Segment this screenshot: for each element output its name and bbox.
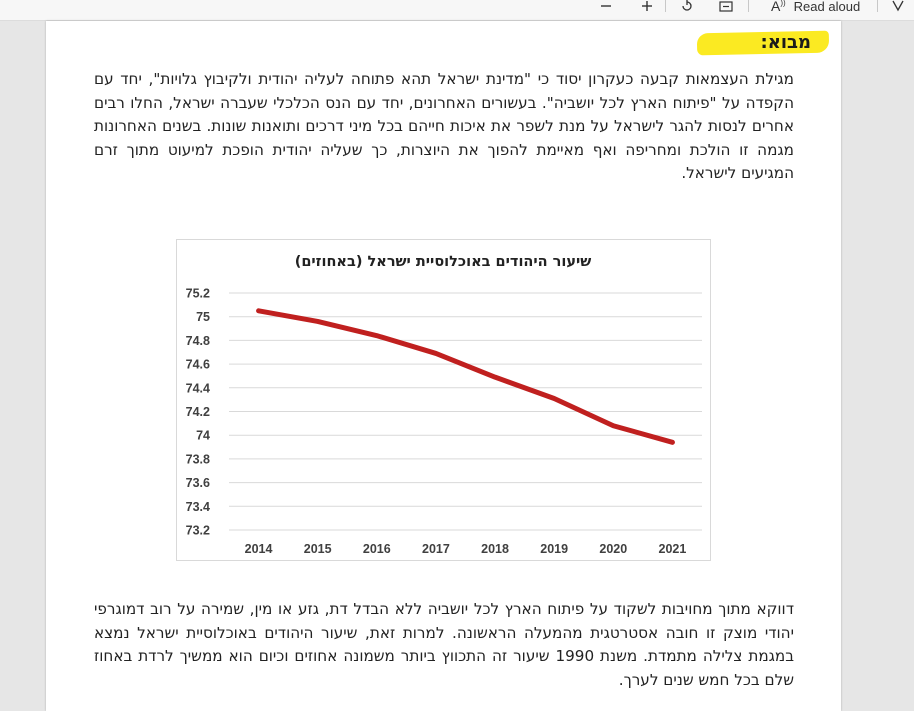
draw-icon <box>891 0 905 14</box>
y-tick-label: 73.2 <box>186 524 210 538</box>
heading-text: מבוא: <box>761 32 811 53</box>
x-tick-label: 2015 <box>304 542 332 556</box>
x-tick-label: 2017 <box>422 542 450 556</box>
viewer-toolbar: A)) Read aloud <box>0 0 914 21</box>
toolbar-separator <box>877 0 878 12</box>
section-heading: מבוא: <box>697 29 829 59</box>
x-tick-label: 2019 <box>540 542 568 556</box>
draw-button[interactable] <box>891 0 905 16</box>
series-line <box>259 311 673 443</box>
x-tick-label: 2020 <box>599 542 627 556</box>
read-aloud-label: Read aloud <box>794 0 861 14</box>
y-tick-label: 73.6 <box>186 476 210 490</box>
y-tick-label: 75 <box>196 310 210 324</box>
document-page: מבוא: מגילת העצמאות קבעה כעקרון יסוד כי … <box>46 21 841 711</box>
toolbar-separator <box>748 0 749 12</box>
y-tick-label: 73.4 <box>186 500 210 514</box>
zoom-in-button[interactable] <box>639 0 655 16</box>
x-tick-label: 2016 <box>363 542 391 556</box>
y-tick-label: 75.2 <box>186 287 210 301</box>
zoom-out-button[interactable] <box>598 0 614 16</box>
minus-icon <box>598 0 614 14</box>
toolbar-separator <box>665 0 666 12</box>
y-tick-label: 74 <box>196 429 210 443</box>
read-aloud-button[interactable]: A)) Read aloud <box>771 0 860 16</box>
y-tick-label: 74.6 <box>186 358 210 372</box>
y-tick-label: 74.4 <box>186 381 210 395</box>
rotate-button[interactable] <box>679 0 695 16</box>
chart-title: שיעור היהודים באוכלוסיית ישראל (באחוזים) <box>295 254 592 270</box>
read-aloud-icon: A)) <box>771 0 786 14</box>
rotate-icon <box>679 0 695 14</box>
x-tick-label: 2014 <box>245 542 273 556</box>
intro-paragraph: מגילת העצמאות קבעה כעקרון יסוד כי "מדינת… <box>94 68 794 186</box>
chart-canvas: שיעור היהודים באוכלוסיית ישראל (באחוזים)… <box>177 240 710 560</box>
fit-page-button[interactable] <box>718 0 734 16</box>
y-tick-label: 73.8 <box>186 452 210 466</box>
y-tick-label: 74.2 <box>186 405 210 419</box>
x-tick-label: 2018 <box>481 542 509 556</box>
fit-page-icon <box>718 0 734 14</box>
body-paragraph: דווקא מתוך מחויבות לשקוד על פיתוח הארץ ל… <box>94 598 794 692</box>
line-chart: שיעור היהודים באוכלוסיית ישראל (באחוזים)… <box>176 239 711 561</box>
y-tick-label: 74.8 <box>186 334 210 348</box>
plus-icon <box>639 0 655 14</box>
x-tick-label: 2021 <box>659 542 687 556</box>
